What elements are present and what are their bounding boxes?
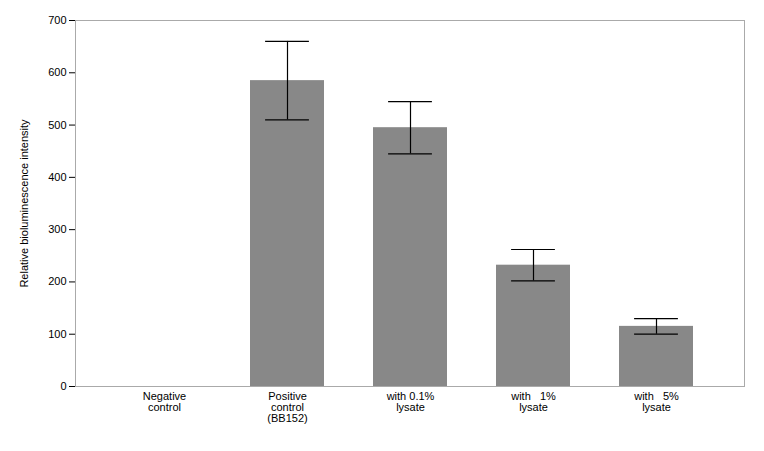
svg-text:Relative bioluminescence inten: Relative bioluminescence intensity (18, 119, 30, 288)
svg-text:with 1%lysate: with 1%lysate (510, 390, 556, 413)
svg-text:with 0.1%lysate: with 0.1%lysate (386, 390, 435, 413)
svg-text:100: 100 (48, 328, 66, 340)
svg-text:600: 600 (48, 66, 66, 78)
svg-text:200: 200 (48, 275, 66, 287)
svg-text:500: 500 (48, 119, 66, 131)
svg-text:400: 400 (48, 171, 66, 183)
svg-text:700: 700 (48, 14, 66, 26)
svg-text:0: 0 (60, 380, 66, 392)
svg-text:Negativecontrol: Negativecontrol (143, 390, 186, 413)
svg-text:300: 300 (48, 223, 66, 235)
svg-text:with 5%lysate: with 5%lysate (633, 390, 679, 413)
svg-text:Positivecontrol(BB152): Positivecontrol(BB152) (267, 390, 307, 424)
